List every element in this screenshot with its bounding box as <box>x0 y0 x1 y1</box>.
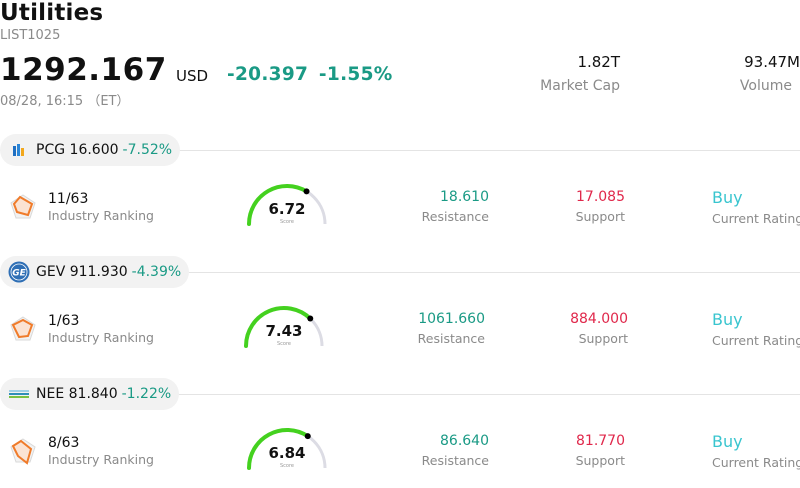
industry-rank-value: 11/63 <box>48 191 89 207</box>
currency-label: USD <box>176 67 209 85</box>
score-gauge-arc <box>247 184 309 226</box>
score-label: Score <box>280 219 294 225</box>
score-label: Score <box>277 341 291 347</box>
volume-value: 93.47M <box>744 53 800 71</box>
support-value: 81.770 <box>576 433 625 449</box>
score-gauge-arc <box>244 306 313 348</box>
current-rating-label: Current Rating <box>712 211 800 226</box>
section-divider <box>0 272 800 273</box>
score-value: 7.43 <box>265 322 302 340</box>
rating-buy-link[interactable]: Buy <box>712 432 743 451</box>
pcg-logo-icon <box>8 139 30 161</box>
score-value: 6.72 <box>268 200 305 218</box>
svg-text:GE: GE <box>12 269 26 279</box>
stock-change-pct: -4.39% <box>131 264 182 280</box>
score-label: Score <box>280 463 294 469</box>
resistance-value: 86.640 <box>440 433 489 449</box>
resistance-value: 18.610 <box>440 189 489 205</box>
stock-pill-nee[interactable]: NEE 81.840 -1.22% <box>0 378 180 410</box>
rating-buy-link[interactable]: Buy <box>712 310 743 329</box>
volume-label: Volume <box>739 78 792 94</box>
support-label: Support <box>578 331 628 346</box>
ge-logo-icon: GE <box>8 261 30 283</box>
stock-symbol: PCG 16.600 <box>36 142 119 158</box>
resistance-label: Resistance <box>421 453 489 468</box>
support-value: 884.000 <box>570 311 628 327</box>
stock-pill-gev[interactable]: GE GEV 911.930 -4.39% <box>0 256 190 288</box>
industry-rank-label: Industry Ranking <box>48 208 154 223</box>
section-divider <box>0 150 800 151</box>
price-change: -20.397 -1.55% <box>227 64 393 85</box>
market-cap-label: Market Cap <box>540 78 620 94</box>
nee-logo-icon <box>8 383 30 405</box>
score-gauge-marker <box>303 188 310 195</box>
change-percent: -1.55% <box>318 64 393 85</box>
market-cap-value: 1.82T <box>577 53 620 71</box>
industry-rank-value: 1/63 <box>48 313 80 329</box>
score-gauge-marker <box>307 315 314 322</box>
stock-symbol: NEE 81.840 <box>36 386 118 402</box>
stock-pill-pcg[interactable]: PCG 16.600 -7.52% <box>0 134 181 166</box>
support-value: 17.085 <box>576 189 625 205</box>
support-label: Support <box>575 453 625 468</box>
industry-rank-label: Industry Ranking <box>48 452 154 467</box>
ranking-radar-icon <box>10 316 36 341</box>
change-value: -20.397 <box>227 64 309 85</box>
industry-rank-label: Industry Ranking <box>48 330 154 345</box>
stock-symbol: GEV 911.930 <box>36 264 128 280</box>
current-rating-label: Current Rating <box>712 333 800 348</box>
score-gauge-marker <box>304 433 311 440</box>
score-gauge-arc <box>247 428 310 470</box>
score-gauge: 6.72 Score <box>247 184 327 226</box>
index-price: 1292.167 <box>0 52 167 88</box>
score-value: 6.84 <box>268 444 305 462</box>
ranking-radar-icon <box>10 438 36 465</box>
resistance-label: Resistance <box>421 209 489 224</box>
page-title: Utilities <box>0 0 104 26</box>
section-divider <box>0 394 800 395</box>
industry-rank-value: 8/63 <box>48 435 80 451</box>
list-code: LIST1025 <box>0 28 61 43</box>
current-rating-label: Current Rating <box>712 455 800 470</box>
stock-change-pct: -7.52% <box>122 142 173 158</box>
ranking-radar-icon <box>10 194 36 219</box>
score-gauge: 6.84 Score <box>247 428 327 470</box>
support-label: Support <box>575 209 625 224</box>
stock-change-pct: -1.22% <box>121 386 172 402</box>
score-gauge: 7.43 Score <box>244 306 324 348</box>
resistance-value: 1061.660 <box>418 311 485 327</box>
timestamp: 08/28, 16:15 （ET） <box>0 94 130 109</box>
resistance-label: Resistance <box>417 331 485 346</box>
rating-buy-link[interactable]: Buy <box>712 188 743 207</box>
